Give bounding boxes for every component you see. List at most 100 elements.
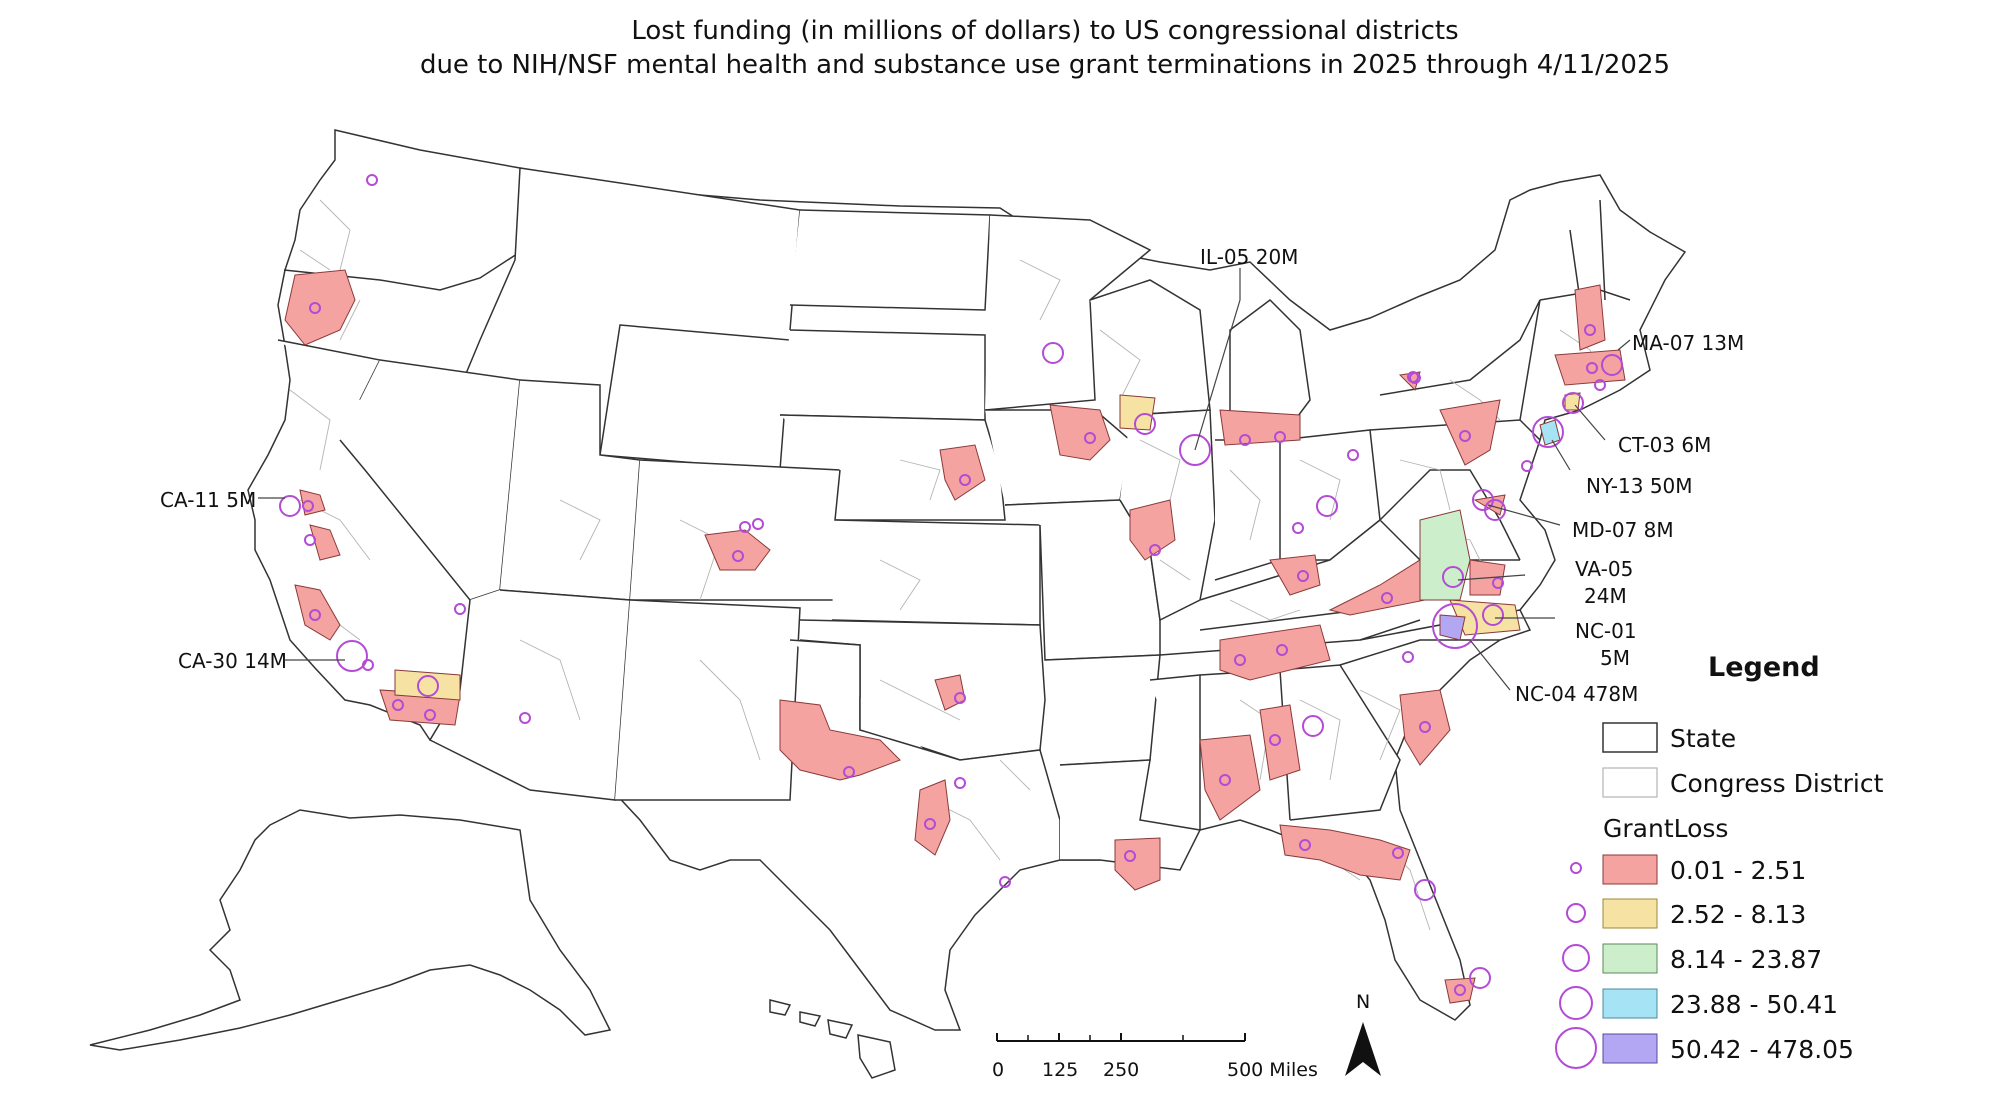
symbol-tx (924, 818, 936, 830)
label-ma-07: MA-07 13M (1632, 331, 1744, 355)
symbol-ne (959, 474, 971, 486)
district-ny-13-blue (1539, 419, 1561, 446)
symbol-ca-sac (304, 534, 316, 546)
symbol-tx-north (954, 777, 966, 789)
legend-class-label-5: 50.42 - 478.05 (1670, 1035, 1854, 1064)
scale-tick-0: 0 (992, 1059, 1004, 1081)
legend-symbol-5 (1555, 1027, 1597, 1069)
district-nm-ok (779, 699, 901, 781)
legend-swatch-4 (1602, 988, 1658, 1019)
symbol-ma-07 (1601, 354, 1623, 376)
symbol-va-ky (1381, 592, 1393, 604)
legend-class-3: 8.14 - 23.87 (1562, 943, 1822, 974)
district-tx (914, 779, 951, 856)
scale-tick-500-miles: 500 Miles (1227, 1059, 1318, 1081)
label-nc-01: NC-01 (1575, 619, 1637, 643)
symbol-ma-b (1586, 362, 1598, 374)
state-line-mn (984, 214, 1152, 411)
state-line-ar (1044, 654, 1161, 766)
symbol-la (1124, 850, 1136, 862)
symbol-ga-atlanta (1302, 715, 1324, 737)
legend-class-label-4: 23.88 - 50.41 (1670, 990, 1838, 1019)
district-sc (1399, 689, 1451, 766)
symbol-fl-miami-b (1469, 967, 1491, 989)
legend-class-5: 50.42 - 478.05 (1555, 1027, 1854, 1069)
label-va-05: VA-05 (1575, 557, 1633, 581)
symbol-wi (1134, 413, 1156, 435)
symbol-ct-03 (1562, 392, 1584, 414)
legend-class-label-3: 8.14 - 23.87 (1670, 945, 1822, 974)
symbol-fl-b (1392, 847, 1404, 859)
symbol-wa (366, 174, 378, 186)
legend-swatch-1 (1602, 854, 1658, 885)
district-ca-30-yellow (394, 669, 461, 701)
symbol-nm (843, 766, 855, 778)
scale-tick-250: 250 (1103, 1059, 1139, 1081)
symbol-nh (1584, 324, 1596, 336)
symbol-or (309, 302, 321, 314)
symbol-ia (1084, 432, 1096, 444)
symbol-ca-30 (336, 640, 368, 672)
legend-class-label-2: 2.52 - 8.13 (1670, 900, 1806, 929)
grantloss-districts (284, 269, 1626, 1004)
label-ca-11: CA-11 5M (160, 488, 256, 512)
legend-symbol-1 (1570, 862, 1582, 874)
legend-district-label: Congress District (1670, 769, 1884, 798)
district-co (704, 529, 771, 571)
symbol-al (1219, 774, 1231, 786)
symbol-ny-up (1409, 372, 1421, 384)
legend-swatch-3 (1602, 943, 1658, 974)
label-md-07: MD-07 8M (1572, 518, 1674, 542)
symbol-nj (1521, 460, 1533, 472)
symbol-tn-b (1276, 644, 1288, 656)
legend-field-label: GrantLoss (1603, 814, 1728, 843)
title-line-2: due to NIH/NSF mental health and substan… (419, 50, 1671, 80)
symbol-mi-b (1274, 431, 1286, 443)
symbol-mn (1042, 342, 1064, 364)
symbol-ca-south-b (424, 709, 436, 721)
symbol-tx-houston (999, 876, 1011, 888)
district-fl-panhandle (1279, 824, 1411, 881)
symbol-co-c (732, 550, 744, 562)
district-pa (1439, 399, 1501, 466)
scale-bar: 0 125 250 500 Miles (992, 1033, 1318, 1081)
state-line-ks (831, 519, 1041, 626)
callout-labels: IL-05 20M MA-07 13M CT-03 6M NY-13 50M M… (160, 245, 1744, 706)
legend-class-2: 2.52 - 8.13 (1566, 898, 1806, 929)
symbol-il-05 (1179, 434, 1211, 466)
label-ca-30: CA-30 14M (178, 649, 287, 673)
label-nc-01-value: 5M (1600, 646, 1630, 670)
label-ct-03: CT-03 6M (1618, 433, 1711, 457)
district-mi (1219, 409, 1301, 446)
label-nc-04: NC-04 478M (1515, 682, 1638, 706)
symbol-ok (954, 692, 966, 704)
map-title: Lost funding (in millions of dollars) to… (0, 14, 1992, 82)
alaska-outline (89, 809, 612, 1051)
state-line-wy (599, 324, 791, 471)
legend-class-4: 23.88 - 50.41 (1559, 986, 1838, 1020)
symbol-ca-yellow (417, 675, 439, 697)
symbol-ca-11 (279, 495, 301, 517)
symbol-nc-west (1402, 651, 1414, 663)
label-va-05-value: 24M (1584, 584, 1627, 608)
symbol-ca-north-2 (302, 500, 314, 512)
legend: Legend State Congress District GrantLoss… (1555, 652, 1884, 1069)
district-new-england-a (1574, 284, 1606, 351)
symbol-ri (1594, 379, 1606, 391)
label-ny-13: NY-13 50M (1586, 474, 1693, 498)
legend-state-swatch (1602, 722, 1658, 753)
label-il-05: IL-05 20M (1200, 245, 1298, 269)
legend-swatch-5 (1602, 1033, 1658, 1064)
symbol-co-b (752, 518, 764, 530)
symbol-az (519, 712, 531, 724)
legend-symbol-4 (1559, 986, 1593, 1020)
symbol-va-05 (1442, 566, 1464, 588)
symbol-oh (1347, 449, 1359, 461)
state-line-ne (779, 414, 1006, 521)
symbol-nc-04 (1432, 603, 1478, 649)
symbol-fl-a (1299, 839, 1311, 851)
symbol-mo (1149, 544, 1161, 556)
symbol-ga (1269, 734, 1281, 746)
symbol-nv (454, 603, 466, 615)
